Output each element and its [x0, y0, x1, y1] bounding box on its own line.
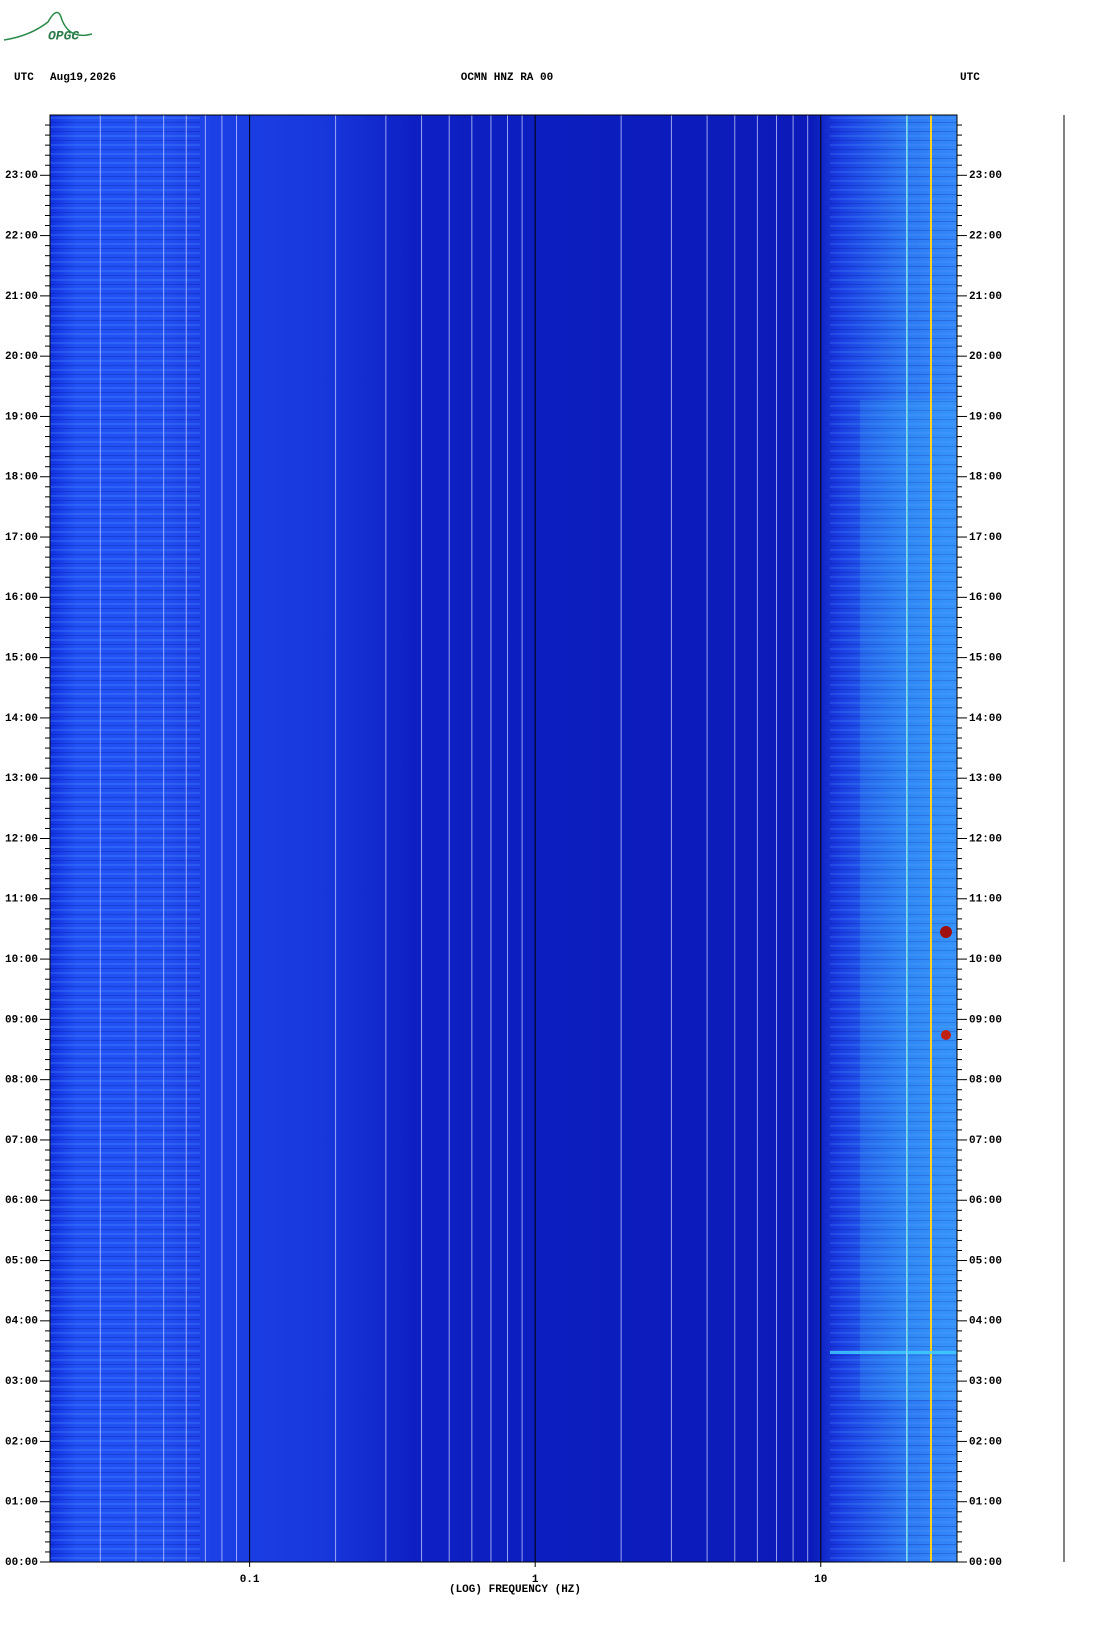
y-tick-label: 01:00	[5, 1497, 38, 1509]
burst	[941, 1030, 951, 1040]
y-tick-label: 08:00	[969, 1075, 1002, 1087]
header-right: UTC	[960, 72, 980, 84]
logo-mark	[3, 11, 93, 41]
y-tick-label: 16:00	[969, 592, 1002, 604]
y-tick-label: 15:00	[5, 653, 38, 665]
y-tick-label: 14:00	[5, 713, 38, 725]
texture	[50, 115, 200, 1562]
y-tick-label: 06:00	[969, 1195, 1002, 1207]
y-tick-label: 11:00	[5, 894, 38, 906]
y-tick-label: 09:00	[5, 1014, 38, 1026]
y-tick-label: 22:00	[969, 230, 1002, 242]
x-tick-label: 0.1	[240, 1574, 260, 1586]
y-tick-label: 00:00	[5, 1557, 38, 1569]
y-tick-label: 12:00	[969, 833, 1002, 845]
y-tick-label: 01:00	[969, 1497, 1002, 1509]
y-tick-label: 03:00	[969, 1376, 1002, 1388]
y-tick-label: 20:00	[969, 351, 1002, 363]
y-tick-label: 20:00	[5, 351, 38, 363]
y-tick-label: 05:00	[5, 1255, 38, 1267]
date: Aug19,2026	[50, 72, 116, 84]
y-tick-label: 03:00	[5, 1376, 38, 1388]
y-tick-label: 15:00	[969, 653, 1002, 665]
spectrum-field	[50, 115, 957, 1562]
x-tick-label: 1	[532, 1574, 539, 1586]
header-left: UTC	[14, 72, 34, 84]
y-tick-label: 17:00	[969, 532, 1002, 544]
y-tick-label: 21:00	[969, 291, 1002, 303]
y-tick-label: 11:00	[969, 894, 1002, 906]
y-tick-label: 04:00	[5, 1316, 38, 1328]
texture	[860, 400, 957, 1400]
y-tick-label: 02:00	[5, 1436, 38, 1448]
y-tick-label: 09:00	[969, 1014, 1002, 1026]
y-tick-label: 12:00	[5, 833, 38, 845]
y-tick-label: 10:00	[5, 954, 38, 966]
y-tick-label: 08:00	[5, 1075, 38, 1087]
x-tick-label: 10	[814, 1574, 827, 1586]
y-tick-label: 06:00	[5, 1195, 38, 1207]
y-tick-label: 18:00	[969, 472, 1002, 484]
y-tick-label: 18:00	[5, 472, 38, 484]
y-tick-label: 05:00	[969, 1255, 1002, 1267]
y-tick-label: 16:00	[5, 592, 38, 604]
y-tick-label: 19:00	[969, 411, 1002, 423]
y-tick-label: 02:00	[969, 1436, 1002, 1448]
x-axis-label: (LOG) FREQUENCY (HZ)	[449, 1584, 581, 1596]
band	[830, 1351, 957, 1354]
chart-title: OCMN HNZ RA 00	[461, 72, 553, 84]
texture	[830, 115, 957, 1562]
y-tick-label: 07:00	[969, 1135, 1002, 1147]
y-tick-label: 22:00	[5, 230, 38, 242]
y-tick-label: 21:00	[5, 291, 38, 303]
y-tick-label: 23:00	[5, 170, 38, 182]
y-tick-label: 00:00	[969, 1557, 1002, 1569]
y-tick-label: 13:00	[969, 773, 1002, 785]
logo: OPGC	[48, 28, 79, 43]
y-tick-label: 14:00	[969, 713, 1002, 725]
y-tick-label: 10:00	[969, 954, 1002, 966]
burst	[940, 926, 952, 938]
spectrogram	[50, 115, 957, 1562]
y-tick-label: 04:00	[969, 1316, 1002, 1328]
y-tick-label: 23:00	[969, 170, 1002, 182]
y-tick-label: 19:00	[5, 411, 38, 423]
y-tick-label: 17:00	[5, 532, 38, 544]
y-tick-label: 13:00	[5, 773, 38, 785]
y-tick-label: 07:00	[5, 1135, 38, 1147]
